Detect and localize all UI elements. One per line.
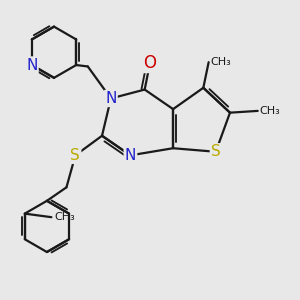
Text: CH₃: CH₃: [210, 57, 231, 67]
Text: S: S: [211, 144, 220, 159]
Text: O: O: [143, 54, 157, 72]
Text: N: N: [105, 91, 117, 106]
Text: CH₃: CH₃: [54, 212, 75, 222]
Text: N: N: [125, 148, 136, 163]
Text: S: S: [70, 148, 80, 163]
Text: N: N: [26, 58, 38, 73]
Text: CH₃: CH₃: [260, 106, 280, 116]
